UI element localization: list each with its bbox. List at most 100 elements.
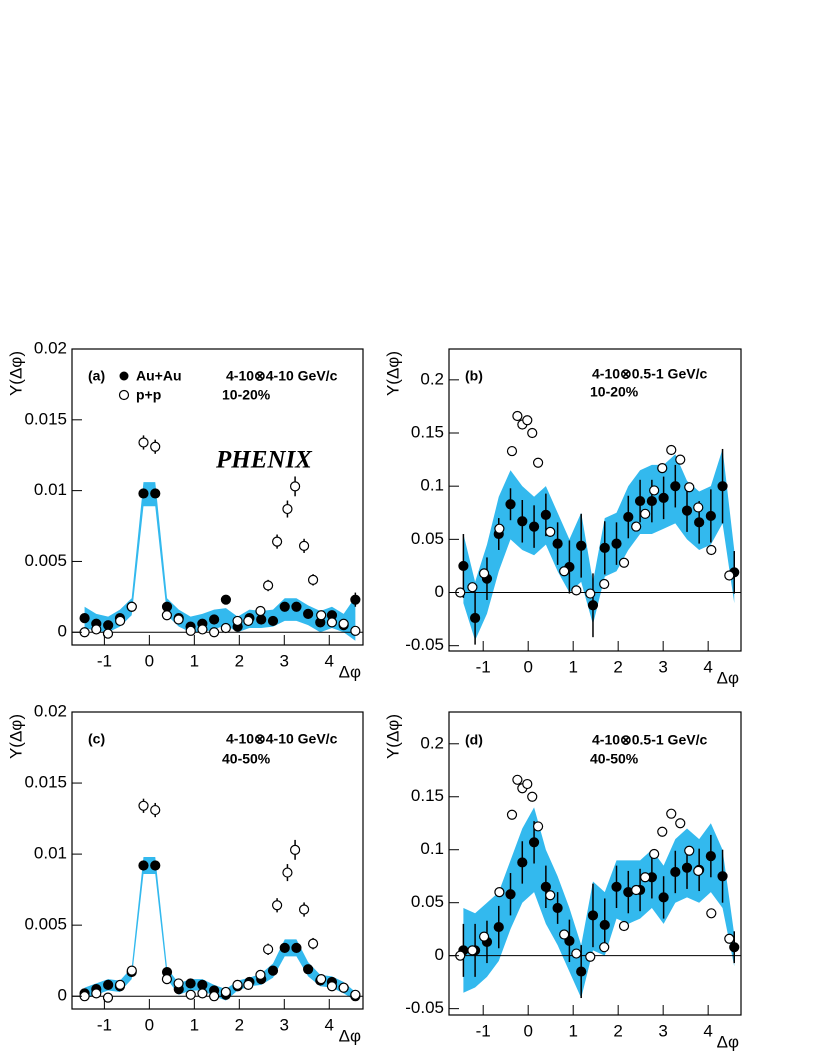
open-marker — [350, 625, 361, 636]
open-marker — [512, 774, 523, 785]
open-marker — [684, 845, 695, 856]
x-tick-label: 2 — [613, 1021, 622, 1040]
y-tick-label: 0.15 — [411, 786, 444, 805]
filled-marker — [517, 857, 528, 868]
x-tick-label: 0 — [523, 1021, 532, 1040]
annotation: 4-10⊗0.5-1 GeV/c — [592, 732, 707, 748]
open-marker — [545, 890, 556, 901]
open-marker — [326, 617, 338, 628]
panel: -0.05 0 0.05 0.1 0.15 0.2 -1 0 1 2 3 4 Δφ Y(Δφ) — [383, 348, 742, 687]
open-marker — [102, 992, 114, 1003]
open-marker — [271, 536, 283, 547]
open-marker — [532, 821, 544, 832]
open-marker — [173, 614, 184, 625]
open-marker — [161, 974, 173, 985]
open-marker — [693, 502, 704, 513]
open-marker — [220, 622, 231, 634]
open-marker — [91, 988, 102, 999]
annotation: 4-10⊗0.5-1 GeV/c — [592, 366, 707, 382]
open-marker — [102, 628, 114, 639]
annotation: 40-50% — [222, 751, 271, 767]
open-marker — [585, 588, 596, 599]
x-tick-label: -1 — [97, 1015, 112, 1034]
open-marker — [706, 908, 717, 919]
filled-marker — [729, 942, 740, 953]
filled-marker — [599, 919, 610, 931]
open-marker — [338, 982, 349, 993]
open-marker — [326, 981, 338, 992]
filled-marker — [350, 594, 361, 605]
filled-marker — [552, 538, 563, 549]
x-tick-label: 0 — [523, 657, 532, 676]
panel-label: (b) — [465, 368, 483, 384]
filled-marker — [291, 942, 302, 953]
filled-marker — [469, 612, 481, 624]
filled-marker — [197, 979, 208, 990]
open-marker — [724, 933, 735, 944]
x-tick-label: 1 — [190, 651, 199, 670]
x-tick-label: 0 — [145, 1015, 154, 1034]
open-marker — [675, 454, 686, 465]
legend-label: p+p — [136, 387, 161, 403]
x-tick-label: 3 — [280, 1015, 289, 1034]
open-marker — [532, 457, 544, 468]
x-tick-label: 3 — [280, 651, 289, 670]
open-marker — [298, 540, 310, 551]
x-tick-label: 3 — [658, 657, 667, 676]
open-marker — [657, 462, 668, 474]
open-marker — [209, 627, 220, 638]
open-marker — [338, 618, 349, 629]
open-marker — [232, 615, 243, 627]
x-tick-label: -1 — [476, 1021, 491, 1040]
open-marker — [724, 570, 735, 581]
open-marker — [631, 521, 642, 532]
filled-marker — [587, 910, 599, 921]
filled-marker — [185, 978, 196, 989]
open-marker — [243, 615, 254, 627]
open-marker — [649, 485, 660, 496]
filled-marker — [220, 594, 232, 605]
x-tick-label: 1 — [568, 1021, 577, 1040]
open-marker — [126, 601, 137, 612]
filled-marker — [79, 612, 90, 624]
y-tick-label: 0.015 — [24, 409, 67, 428]
filled-marker — [634, 495, 646, 507]
filled-marker — [267, 965, 279, 976]
x-tick-label: 4 — [325, 1015, 334, 1034]
open-marker — [316, 610, 327, 621]
legend-marker — [119, 371, 129, 381]
open-marker — [631, 884, 642, 896]
open-marker — [684, 482, 695, 493]
filled-marker — [611, 538, 622, 549]
systematic-band — [84, 856, 356, 1001]
y-tick-label: -0.05 — [405, 635, 444, 654]
annotation: 4-10⊗4-10 GeV/c — [226, 731, 338, 747]
filled-marker — [517, 516, 528, 527]
filled-marker — [540, 881, 551, 892]
open-marker — [640, 872, 651, 883]
open-marker — [91, 624, 102, 635]
filled-marker — [279, 942, 290, 953]
x-axis-label: Δφ — [339, 662, 361, 681]
open-marker — [282, 867, 293, 878]
filled-marker — [291, 601, 302, 612]
filled-marker — [103, 620, 114, 631]
y-axis-label: Y(Δφ) — [383, 714, 402, 759]
open-marker — [289, 844, 301, 855]
filled-marker — [623, 511, 634, 523]
filled-marker — [267, 615, 279, 627]
y-tick-label: 0.005 — [24, 551, 67, 570]
panel: 0 0.005 0.01 0.015 0.02 -1 0 1 2 3 4 Δφ Y(Δφ) — [6, 701, 364, 1045]
y-tick-label: 0 — [435, 945, 444, 964]
filled-marker — [658, 492, 669, 503]
open-marker — [289, 481, 301, 492]
filled-marker — [552, 902, 563, 914]
open-marker — [494, 887, 505, 898]
x-tick-label: 4 — [703, 657, 712, 676]
open-marker — [599, 578, 610, 590]
x-tick-label: 3 — [658, 1021, 667, 1040]
open-marker — [298, 904, 310, 915]
open-marker — [115, 615, 126, 627]
open-marker — [467, 582, 478, 593]
